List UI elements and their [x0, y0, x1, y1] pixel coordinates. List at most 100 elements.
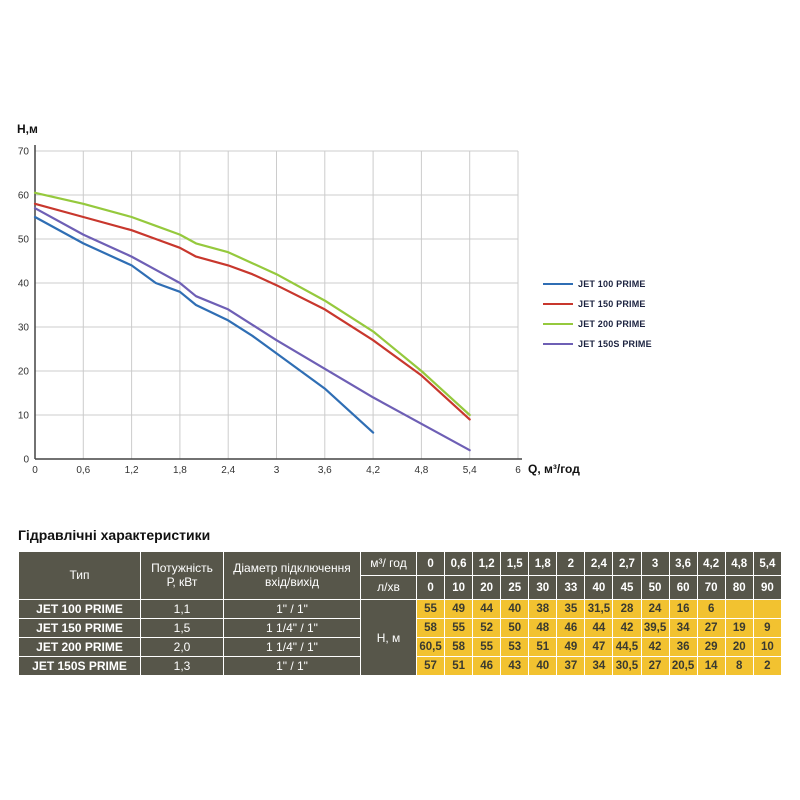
flow-m3-header-value: 1,2	[472, 551, 502, 576]
head-value-cell: 44	[584, 618, 614, 638]
flow-lmin-header-value: 50	[640, 575, 670, 600]
head-value-cell: 14	[696, 656, 726, 676]
flow-lmin-header-value: 20	[472, 575, 502, 600]
header-row-flow-lmin: л/хв 0 10 20 25 30 33 40 45 50 60 70 80 90	[19, 575, 783, 600]
flow-lmin-header-value: 10	[444, 575, 474, 600]
head-value-cell: 31,5	[584, 599, 614, 619]
head-value-cell: 6	[696, 599, 726, 619]
legend-label: JET 200 PRIME	[578, 319, 646, 329]
legend-item: JET 150S PRIME	[543, 334, 683, 354]
y-tick-label: 60	[18, 191, 30, 202]
head-value-cell: 50	[500, 618, 530, 638]
head-value-cell: 53	[500, 637, 530, 657]
y-tick-label: 50	[18, 235, 30, 246]
head-value-cell: 58	[444, 637, 474, 657]
x-tick-label: 6	[515, 465, 521, 476]
flow-lmin-header-value: 25	[500, 575, 530, 600]
legend-item: JET 100 PRIME	[543, 274, 683, 294]
flow-m3-header-value: 3	[640, 551, 670, 576]
col-header-flow-lmin: л/хв	[360, 575, 417, 600]
head-value-cell: 37	[556, 656, 586, 676]
table-row: JET 100 PRIME 1,1 1" / 1" Н, м 55 49 44 40 38 35 3…	[18, 599, 783, 676]
legend-item: JET 200 PRIME	[543, 314, 683, 334]
x-tick-label: 4,8	[414, 465, 428, 476]
series-line-jet-150-prime	[33, 202, 471, 421]
diameter-cell: 1 1/4" / 1"	[223, 618, 361, 638]
head-value-cell: 40	[528, 656, 558, 676]
head-value-cell: 27	[696, 618, 726, 638]
flow-lmin-header-value: 45	[612, 575, 642, 600]
head-value-cell: 55	[444, 618, 474, 638]
flow-m3-header-value: 2,7	[612, 551, 642, 576]
x-tick-label: 4,2	[366, 465, 380, 476]
diameter-cell: 1" / 1"	[223, 599, 361, 619]
chart-legend: JET 100 PRIME JET 150 PRIME JET 200 PRIME J…	[543, 274, 683, 354]
head-value-cell: 16	[668, 599, 698, 619]
y-axis-title: Н,м	[17, 122, 38, 136]
head-value-cell: 48	[528, 618, 558, 638]
table-row: JET 150 PRIME 1,5 1 1/4" / 1" 58 55 52 50 48 46 4…	[18, 618, 783, 638]
series-line-jet-100-prime	[33, 215, 375, 434]
head-value-cell: 20,5	[668, 656, 698, 676]
legend-line-swatch	[543, 323, 573, 325]
head-value-cell: 2	[752, 656, 783, 676]
col-header-type: Тип	[18, 551, 141, 600]
power-cell: 2,0	[140, 637, 224, 657]
flow-m3-header-value: 2,4	[584, 551, 614, 576]
x-tick-label: 1,2	[125, 465, 139, 476]
y-tick-label: 30	[18, 323, 30, 334]
legend-line-swatch	[543, 303, 573, 305]
head-value-cell: 46	[472, 656, 502, 676]
series-line-jet-200-prime	[33, 191, 471, 417]
pump-curves-chart: 0 0,6 1,2 1,8 2,4 3 3,6 4,2 4,8 5,4 60102030405060…	[17, 122, 580, 476]
head-value-cell: 27	[640, 656, 670, 676]
head-value-cell: 47	[584, 637, 614, 657]
head-value-cell: 46	[556, 618, 586, 638]
header-row-flow-m3: Тип Потужність Р, кВт Діаметр підключенн…	[18, 551, 783, 600]
legend-line-swatch	[543, 283, 573, 285]
head-value-cell: 43	[500, 656, 530, 676]
flow-lmin-header-value: 60	[668, 575, 698, 600]
flow-m3-header-value: 4,8	[724, 551, 754, 576]
x-tick-label: 1,8	[173, 465, 187, 476]
head-value-cell: 8	[724, 656, 754, 676]
head-value-cell: 57	[415, 656, 446, 676]
flow-lmin-header-value: 80	[724, 575, 754, 600]
power-cell: 1,3	[140, 656, 224, 676]
flow-lmin-header-value: 33	[556, 575, 586, 600]
table-row: JET 150S PRIME 1,3 1" / 1" 57 51 46 43 40 37 34 30…	[18, 656, 783, 676]
head-value-cell: 19	[724, 618, 754, 638]
head-value-cell: 49	[444, 599, 474, 619]
hydraulic-characteristics-table: Тип Потужність Р, кВт Діаметр підключенн…	[18, 551, 783, 676]
head-value-cell: 58	[415, 618, 446, 638]
x-tick-label: 3	[274, 465, 280, 476]
legend-label: JET 100 PRIME	[578, 279, 646, 289]
head-value-cell: 49	[556, 637, 586, 657]
head-value-cell: 24	[640, 599, 670, 619]
head-value-cell: 55	[415, 599, 446, 619]
head-value-cell: 40	[500, 599, 530, 619]
power-cell: 1,5	[140, 618, 224, 638]
flow-lmin-header-value: 0	[415, 575, 446, 600]
head-value-cell: 51	[528, 637, 558, 657]
flow-lmin-header-value: 40	[584, 575, 614, 600]
flow-m3-header-value: 1,5	[500, 551, 530, 576]
legend-line-swatch	[543, 343, 573, 345]
legend-label: JET 150S PRIME	[578, 339, 652, 349]
head-value-cell: 36	[668, 637, 698, 657]
legend-label: JET 150 PRIME	[578, 299, 646, 309]
head-unit-cell: Н, м	[360, 599, 417, 676]
col-header-diameter: Діаметр підключення вхід/вихід	[223, 551, 361, 600]
flow-lmin-header-value: 90	[752, 575, 783, 600]
col-header-flow-m3: м³/ год	[360, 551, 417, 576]
diameter-cell: 1" / 1"	[223, 656, 361, 676]
series-line-jet-150s-prime	[33, 207, 471, 452]
flow-m3-header-value: 1,8	[528, 551, 558, 576]
head-value-cell: 42	[640, 637, 670, 657]
head-value-cell: 30,5	[612, 656, 642, 676]
head-value-cell	[752, 599, 783, 619]
flow-m3-header-value: 3,6	[668, 551, 698, 576]
head-value-cell: 29	[696, 637, 726, 657]
section-heading: Гідравлічні характеристики	[18, 527, 211, 543]
